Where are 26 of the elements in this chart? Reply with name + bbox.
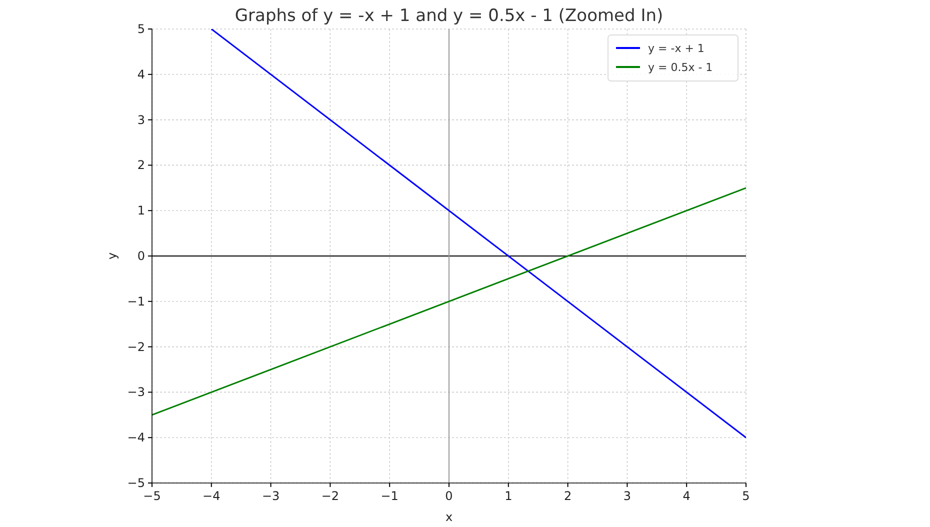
- y-tick-label: 5: [137, 22, 145, 36]
- y-tick-label: 2: [137, 158, 145, 172]
- y-tick-label: −5: [127, 476, 145, 490]
- y-tick-label: 3: [137, 112, 145, 127]
- y-tick-label: 1: [137, 204, 145, 218]
- chart-title: Graphs of y = -x + 1 and y = 0.5x - 1 (Zoomed In): [234, 6, 664, 26]
- x-tick-label: 3: [623, 489, 632, 503]
- x-tick-label: −2: [321, 489, 340, 503]
- y-tick-label: 4: [137, 67, 145, 82]
- y-tick-label: −1: [127, 294, 145, 308]
- legend-label: y = -x + 1: [648, 42, 704, 55]
- y-tick-label: −4: [127, 430, 145, 445]
- x-tick-label: 1: [504, 489, 512, 503]
- x-tick-label: −4: [202, 489, 220, 503]
- legend-label: y = 0.5x - 1: [648, 61, 713, 74]
- y-tick-label: −3: [127, 385, 145, 400]
- x-tick-label: 2: [564, 489, 572, 503]
- y-tick-label: 0: [137, 249, 145, 263]
- y-tick-label: −2: [127, 340, 145, 354]
- x-tick-label: 0: [445, 489, 453, 503]
- x-tick-label: 5: [742, 489, 750, 503]
- y-axis-title: y: [105, 252, 119, 260]
- x-tick-label: −3: [262, 489, 280, 503]
- x-axis-title: x: [445, 510, 453, 524]
- x-tick-label: 4: [682, 489, 690, 503]
- x-tick-label: −1: [380, 489, 398, 503]
